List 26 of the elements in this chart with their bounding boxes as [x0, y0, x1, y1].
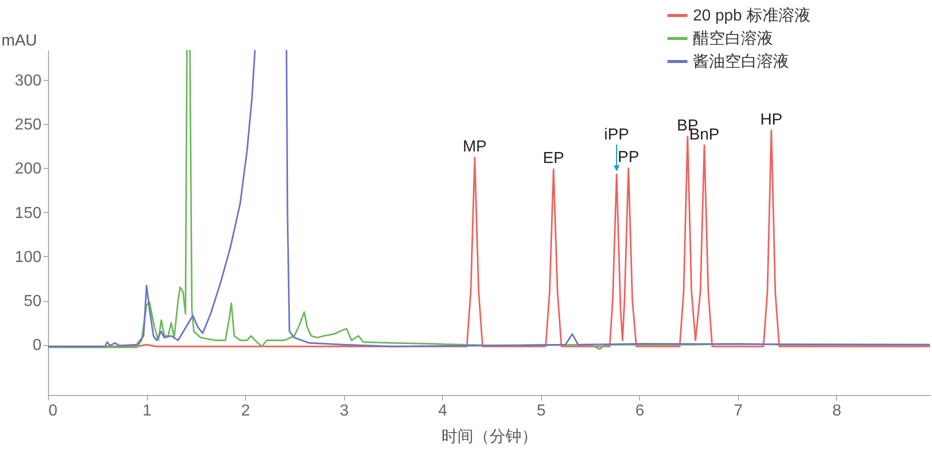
x-tick-label: 1	[142, 402, 152, 420]
x-tick-label: 8	[832, 402, 842, 420]
y-axis-title: mAU	[2, 32, 38, 50]
annotation: HP	[760, 111, 782, 128]
y-tick-label: 100	[14, 248, 42, 266]
legend-label: 醋空白溶液	[693, 30, 773, 48]
y-tick-label: 250	[14, 116, 42, 134]
y-tick-label: 0	[32, 337, 42, 354]
annotation: PP	[618, 149, 640, 166]
x-tick-label: 5	[536, 402, 546, 420]
y-tick-label: 200	[14, 160, 42, 178]
annotation: EP	[542, 150, 564, 168]
x-tick-label: 2	[241, 402, 250, 420]
x-axis-title: 时间（分钟）	[442, 428, 538, 446]
y-tick-label: 300	[14, 72, 42, 90]
x-tick-label: 6	[635, 402, 644, 420]
y-tick-label: 150	[14, 204, 42, 222]
annotation: iPP	[604, 126, 630, 144]
x-tick-label: 4	[438, 402, 448, 420]
y-tick-label: 50	[24, 293, 42, 310]
legend-label: 20 ppb 标准溶液	[693, 6, 810, 24]
x-tick-label: 7	[734, 402, 743, 420]
x-tick-label: 0	[48, 402, 58, 420]
x-tick-label: 3	[340, 402, 349, 420]
legend-label: 酱油空白溶液	[693, 52, 789, 70]
annotation: MP	[462, 138, 487, 156]
